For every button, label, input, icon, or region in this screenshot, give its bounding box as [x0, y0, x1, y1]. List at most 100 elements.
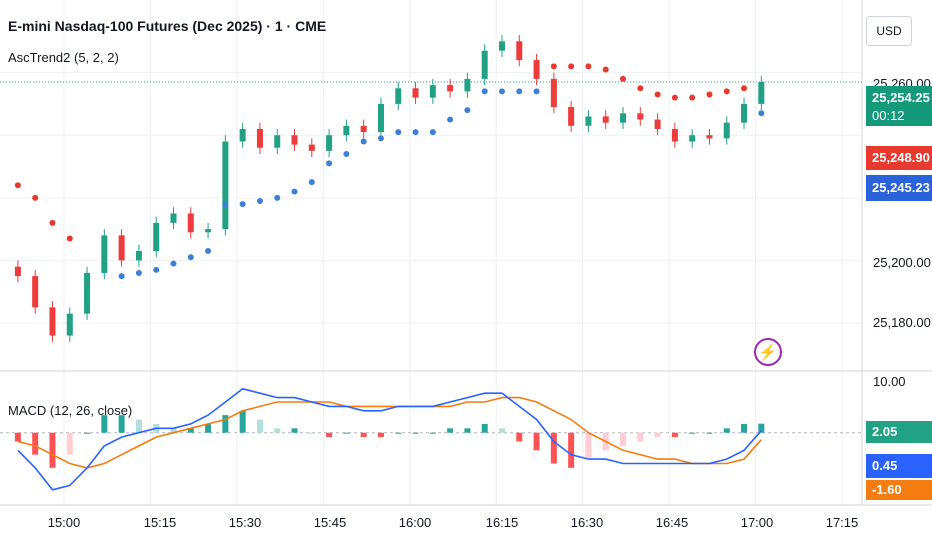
asctrend-red-dot [585, 63, 592, 70]
macd-histogram-bar [585, 432, 592, 460]
macd-histogram-bar [360, 432, 367, 438]
candle-body [533, 60, 540, 79]
asctrend-blue-dot [256, 197, 263, 204]
candle-body [671, 128, 678, 142]
macd-histogram-bar [498, 428, 505, 433]
macd-histogram-bar [187, 428, 194, 433]
asctrend-blue-dot [170, 260, 177, 267]
asctrend-red-dot [602, 66, 609, 73]
asctrend-red-dot [49, 219, 56, 226]
asctrend-blue-dot [481, 88, 488, 95]
macd-histogram-bar [671, 432, 678, 438]
candle-body [222, 141, 229, 230]
macd-histogram-bar [101, 415, 108, 433]
asctrend-blue-dot [498, 88, 505, 95]
asctrend-blue-dot [274, 194, 281, 201]
macd-histogram-bar [689, 432, 696, 434]
candle-body [308, 144, 315, 151]
candle-body [464, 78, 471, 92]
asctrend-blue-dot [395, 129, 402, 136]
macd-legend[interactable]: MACD (12, 26, close) [8, 403, 133, 418]
candle-body [291, 135, 298, 145]
macd-histogram-bar [464, 428, 471, 433]
macd-histogram-bar [447, 428, 454, 433]
asctrend-blue-dot [464, 107, 471, 114]
indicator-legend[interactable]: AscTrend2 (5, 2, 2) [8, 50, 119, 65]
time-tick-label: 16:45 [655, 515, 689, 530]
asctrend-red-dot [66, 235, 73, 242]
candle-body [256, 128, 263, 148]
asctrend-red-dot [723, 88, 730, 95]
asctrend-blue-dot [291, 188, 298, 195]
candle-body [14, 266, 21, 277]
macd-histogram-bar [741, 423, 748, 433]
asctrend-red-dot [671, 94, 678, 101]
candle-body [654, 119, 661, 129]
price-tick-label: 25,200.00 [873, 255, 931, 270]
macd-value-badge: 0.45 [866, 454, 932, 478]
candle-body [187, 213, 194, 233]
macd-histogram-bar [568, 432, 575, 468]
candle-body [101, 235, 108, 273]
macd-histogram-bar [343, 432, 350, 434]
asctrend-blue-dot [205, 248, 212, 255]
candle-body [429, 85, 436, 98]
price-tick-label: 25,180.00 [873, 315, 931, 330]
asctrend-blue-dot [222, 201, 229, 208]
candle-body [360, 125, 367, 133]
asctrend-blue-dot [308, 179, 315, 186]
macd-histogram-bar [239, 410, 246, 433]
candle-body [84, 272, 91, 314]
asctrend-blue-dot [187, 254, 194, 261]
macd-histogram-bar [533, 432, 540, 451]
lightning-icon[interactable]: ⚡ [754, 338, 782, 366]
histogram-value-badge: 2.05 [866, 421, 932, 443]
macd-histogram-bar [326, 432, 333, 438]
time-tick-label: 16:15 [485, 515, 519, 530]
asctrend-blue-dot [377, 135, 384, 142]
currency-button[interactable]: USD [866, 16, 912, 46]
candle-body [343, 125, 350, 136]
asctrend-red-dot [637, 85, 644, 92]
asctrend-blue-dot [533, 88, 540, 95]
candle-body [239, 128, 246, 142]
macd-histogram-bar [481, 423, 488, 433]
asctrend-blue-dot [447, 116, 454, 123]
time-tick-label: 16:30 [570, 515, 604, 530]
candle-body [550, 78, 557, 108]
macd-histogram-bar [32, 432, 39, 455]
candle-body [153, 222, 160, 252]
asctrend-blue-dot [326, 160, 333, 167]
candle-body [516, 41, 523, 61]
macd-histogram-bar [706, 432, 713, 434]
asctrend-red-dot [654, 91, 661, 98]
macd-tick-label: 10.00 [873, 374, 906, 389]
time-tick-label: 15:00 [47, 515, 81, 530]
asctrend-red-dot [568, 63, 575, 70]
macd-histogram-bar [291, 428, 298, 433]
macd-histogram-bar [256, 419, 263, 433]
asctrend-red-dot [706, 91, 713, 98]
macd-histogram-bar [412, 432, 419, 434]
macd-histogram-bar [222, 415, 229, 433]
candle-body [274, 135, 281, 148]
macd-histogram-bar [550, 432, 557, 464]
asctrend-blue-dot [135, 269, 142, 276]
asctrend-red-dot [14, 182, 21, 189]
candle-body [32, 276, 39, 308]
macd-histogram-bar [118, 415, 125, 433]
candle-body [170, 213, 177, 223]
macd-histogram-bar [84, 432, 91, 434]
candle-body [481, 50, 488, 79]
blue-dot-price-badge: 25,245.23 [866, 175, 932, 201]
asctrend-red-dot [550, 63, 557, 70]
candle-body [741, 103, 748, 123]
asctrend-red-dot [741, 85, 748, 92]
candle-body [49, 307, 56, 336]
signal-value-badge: -1.60 [866, 480, 932, 500]
macd-histogram-bar [395, 432, 402, 434]
asctrend-blue-dot [412, 129, 419, 136]
asctrend-blue-dot [758, 110, 765, 117]
asctrend-blue-dot [343, 151, 350, 157]
